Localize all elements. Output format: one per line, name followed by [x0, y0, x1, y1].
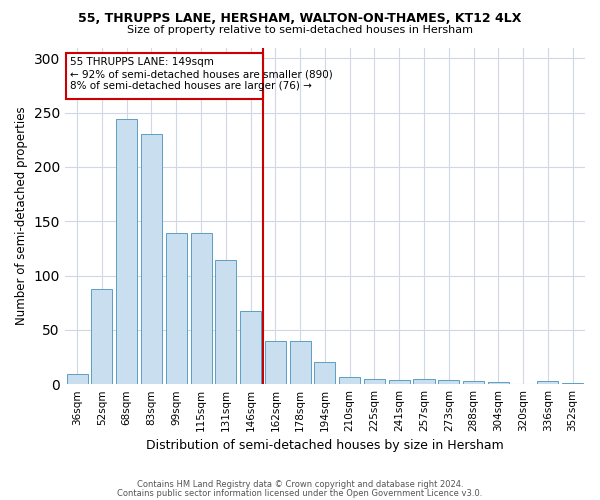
Text: ← 92% of semi-detached houses are smaller (890): ← 92% of semi-detached houses are smalle…	[70, 69, 332, 79]
Bar	[562, 383, 583, 384]
Text: Size of property relative to semi-detached houses in Hersham: Size of property relative to semi-detach…	[127, 25, 473, 35]
Text: Contains public sector information licensed under the Open Government Licence v3: Contains public sector information licen…	[118, 488, 482, 498]
Bar	[290, 340, 311, 384]
Bar	[240, 312, 261, 384]
Bar	[215, 260, 236, 384]
X-axis label: Distribution of semi-detached houses by size in Hersham: Distribution of semi-detached houses by …	[146, 440, 504, 452]
Bar	[166, 233, 187, 384]
Text: 55, THRUPPS LANE, HERSHAM, WALTON-ON-THAMES, KT12 4LX: 55, THRUPPS LANE, HERSHAM, WALTON-ON-THA…	[79, 12, 521, 26]
Bar	[91, 288, 112, 384]
Bar	[141, 134, 162, 384]
Text: Contains HM Land Registry data © Crown copyright and database right 2024.: Contains HM Land Registry data © Crown c…	[137, 480, 463, 489]
Bar	[488, 382, 509, 384]
Bar	[314, 362, 335, 384]
Bar	[191, 233, 212, 384]
Bar	[265, 340, 286, 384]
Bar	[389, 380, 410, 384]
Bar	[413, 379, 434, 384]
Text: 8% of semi-detached houses are larger (76) →: 8% of semi-detached houses are larger (7…	[70, 81, 311, 91]
Bar	[116, 119, 137, 384]
Bar	[538, 381, 559, 384]
Bar	[438, 380, 459, 384]
Bar	[339, 376, 360, 384]
Y-axis label: Number of semi-detached properties: Number of semi-detached properties	[15, 106, 28, 325]
Text: 55 THRUPPS LANE: 149sqm: 55 THRUPPS LANE: 149sqm	[70, 58, 214, 68]
Bar	[463, 381, 484, 384]
Bar	[67, 374, 88, 384]
Bar	[364, 379, 385, 384]
FancyBboxPatch shape	[66, 53, 263, 98]
